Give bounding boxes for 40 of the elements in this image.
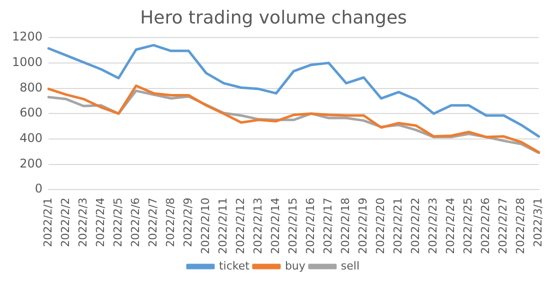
- x-tick-label: 2022/2/28: [514, 198, 528, 254]
- y-tick-label: 200: [20, 156, 43, 170]
- x-tick-label: 2022/2/24: [444, 198, 458, 254]
- y-tick-label: 1000: [12, 55, 43, 70]
- x-tick-label: 2022/2/23: [426, 198, 440, 254]
- x-tick-label: 2022/2/5: [111, 198, 124, 248]
- x-tick-label: 2022/2/25: [462, 198, 475, 254]
- x-tick-label: 2022/2/7: [146, 198, 160, 248]
- y-tick-label: 400: [20, 131, 43, 146]
- x-tick-label: 2022/2/4: [94, 198, 107, 248]
- x-tick-label: 2022/2/3: [76, 198, 90, 248]
- x-tick-label: 2022/2/1: [41, 198, 54, 248]
- x-tick-label: 2022/2/27: [496, 198, 510, 254]
- x-tick-label: 2022/2/18: [339, 198, 352, 254]
- y-tick-label: 800: [20, 80, 43, 94]
- x-tick-label: 2022/2/15: [286, 198, 300, 254]
- chart-title: Hero trading volume changes: [140, 7, 407, 28]
- x-tick-label: 2022/2/20: [374, 198, 388, 254]
- y-tick-label: 1200: [12, 30, 43, 44]
- x-tick-label: 2022/2/21: [392, 198, 405, 254]
- x-tick-label: 2022/2/11: [216, 198, 230, 254]
- x-tick-label: 2022/2/17: [322, 198, 335, 254]
- x-tick-label: 2022/2/10: [198, 198, 212, 254]
- x-tick-label: 2022/2/16: [304, 198, 318, 254]
- x-tick-label: 2022/2/6: [128, 198, 142, 248]
- x-tick-label: 2022/2/13: [252, 198, 265, 254]
- y-tick-label: 600: [20, 106, 43, 120]
- legend-label: ticket: [218, 259, 250, 272]
- x-tick-label: 2022/2/2: [58, 198, 72, 248]
- x-tick-label: 2022/2/12: [234, 198, 247, 254]
- x-tick-label: 2022/2/9: [181, 198, 194, 248]
- legend-label: sell: [340, 259, 360, 272]
- x-tick-label: 2022/2/19: [356, 198, 370, 254]
- x-tick-label: 2022/2/14: [269, 198, 282, 254]
- y-tick-label: 0: [34, 182, 43, 196]
- x-tick-label: 2022/2/8: [164, 198, 177, 248]
- x-tick-label: 2022/3/1: [532, 198, 545, 248]
- x-tick-label: 2022/2/22: [409, 198, 422, 254]
- legend-label: buy: [284, 259, 306, 272]
- x-tick-label: 2022/2/26: [479, 198, 492, 254]
